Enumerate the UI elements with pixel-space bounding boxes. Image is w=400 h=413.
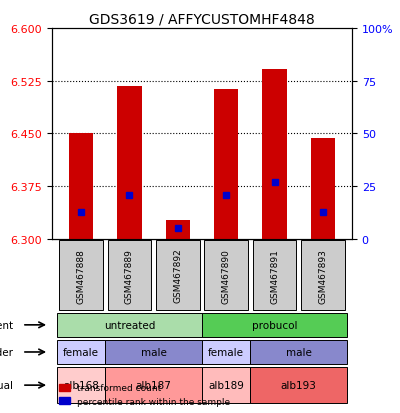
FancyBboxPatch shape: [250, 340, 347, 364]
Text: alb193: alb193: [281, 380, 317, 390]
Text: female: female: [63, 347, 99, 357]
Bar: [69, 134, 93, 240]
FancyBboxPatch shape: [250, 368, 347, 403]
FancyBboxPatch shape: [108, 241, 151, 310]
FancyBboxPatch shape: [57, 340, 105, 364]
Text: alb187: alb187: [136, 380, 172, 390]
Text: untreated: untreated: [104, 320, 155, 330]
Text: GSM467888: GSM467888: [76, 248, 86, 303]
Title: GDS3619 / AFFYCUSTOMHF4848: GDS3619 / AFFYCUSTOMHF4848: [89, 12, 315, 26]
FancyBboxPatch shape: [57, 313, 202, 337]
Bar: [262, 70, 287, 240]
Text: female: female: [208, 347, 244, 357]
Bar: [117, 87, 142, 240]
FancyBboxPatch shape: [301, 241, 345, 310]
FancyBboxPatch shape: [105, 340, 202, 364]
FancyBboxPatch shape: [202, 313, 347, 337]
Bar: [311, 139, 335, 240]
Text: individual: individual: [0, 380, 13, 390]
FancyBboxPatch shape: [202, 368, 250, 403]
FancyBboxPatch shape: [105, 368, 202, 403]
FancyBboxPatch shape: [156, 241, 200, 310]
FancyBboxPatch shape: [204, 241, 248, 310]
Text: GSM467892: GSM467892: [173, 248, 182, 303]
FancyBboxPatch shape: [202, 340, 250, 364]
Text: alb189: alb189: [208, 380, 244, 390]
Text: GSM467891: GSM467891: [270, 248, 279, 303]
Text: agent: agent: [0, 320, 13, 330]
Bar: [214, 90, 238, 240]
Text: male: male: [286, 347, 312, 357]
Text: GSM467893: GSM467893: [318, 248, 328, 303]
Text: probucol: probucol: [252, 320, 297, 330]
FancyBboxPatch shape: [59, 241, 103, 310]
FancyBboxPatch shape: [253, 241, 296, 310]
Text: male: male: [141, 347, 166, 357]
FancyBboxPatch shape: [57, 368, 105, 403]
Legend: transformed count, percentile rank within the sample: transformed count, percentile rank withi…: [56, 381, 233, 408]
Bar: [166, 221, 190, 240]
Text: gender: gender: [0, 347, 13, 357]
Text: GSM467890: GSM467890: [222, 248, 231, 303]
Text: GSM467889: GSM467889: [125, 248, 134, 303]
Text: alb168: alb168: [63, 380, 99, 390]
